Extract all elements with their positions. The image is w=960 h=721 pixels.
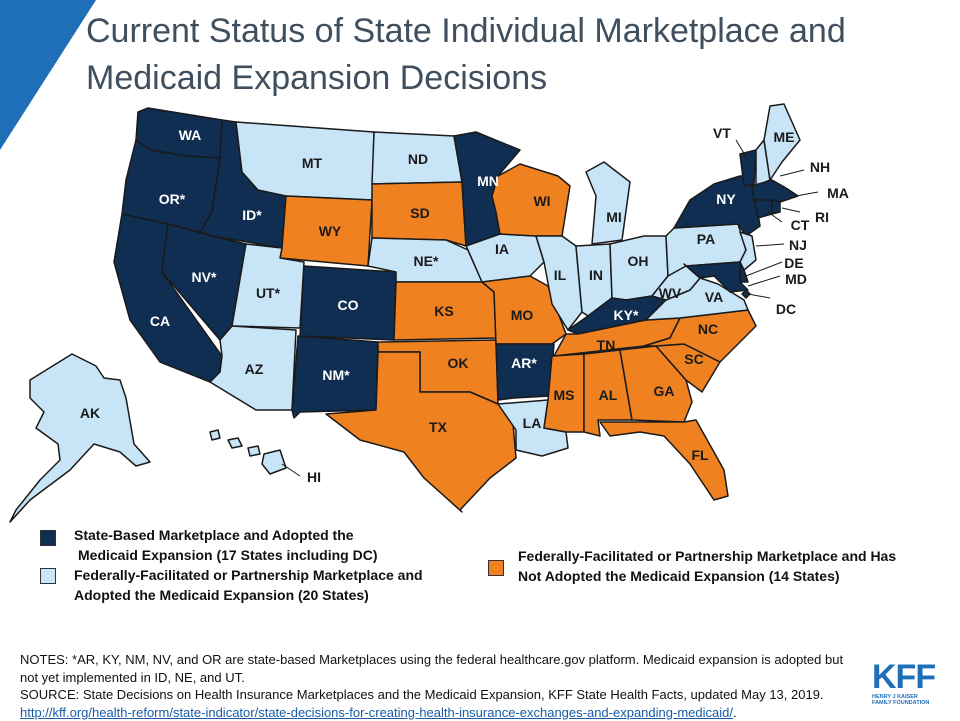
page-title: Current Status of State Individual Marke… bbox=[86, 12, 846, 97]
label-IN: IN bbox=[589, 267, 603, 283]
state-RI bbox=[771, 199, 781, 215]
label-IA: IA bbox=[495, 241, 509, 257]
label-AK: AK bbox=[80, 405, 100, 421]
label-TN: TN bbox=[597, 337, 616, 353]
label-NV: NV* bbox=[192, 269, 217, 285]
state-CT bbox=[753, 199, 773, 219]
label-MN: MN bbox=[477, 173, 499, 189]
legend-swatch-ffm-expansion bbox=[40, 568, 56, 584]
label-PA: PA bbox=[697, 231, 715, 247]
state-IL bbox=[535, 235, 583, 331]
state-WI bbox=[491, 163, 571, 237]
legend-swatch-sbm-expansion bbox=[40, 530, 56, 546]
label-DC: DC bbox=[776, 301, 796, 317]
label-MS: MS bbox=[554, 387, 575, 403]
state-AK bbox=[9, 353, 151, 523]
label-MO: MO bbox=[511, 307, 534, 323]
label-CA: CA bbox=[150, 313, 170, 329]
label-KY: KY* bbox=[614, 307, 639, 323]
label-DE: DE bbox=[784, 255, 803, 271]
kff-logo-word: KFF bbox=[872, 658, 936, 696]
label-VT: VT bbox=[713, 125, 731, 141]
kff-logo: KFF HENRY J KAISER FAMILY FOUNDATION bbox=[872, 660, 952, 714]
state-MD bbox=[683, 261, 749, 293]
label-KS: KS bbox=[434, 303, 453, 319]
label-WY: WY bbox=[319, 223, 342, 239]
label-AR: AR* bbox=[511, 355, 537, 371]
label-NC: NC bbox=[698, 321, 718, 337]
label-VA: VA bbox=[705, 289, 723, 305]
label-NM: NM* bbox=[322, 367, 350, 383]
state-TX bbox=[325, 351, 517, 513]
notes-text: NOTES: *AR, KY, NM, NV, and OR are state… bbox=[20, 652, 844, 685]
label-TX: TX bbox=[429, 419, 448, 435]
state-HI-1 bbox=[209, 429, 221, 441]
kff-logo-sub1: HENRY J KAISER bbox=[872, 694, 918, 700]
state-WY bbox=[279, 195, 373, 267]
state-NC bbox=[643, 309, 757, 363]
label-MA: MA bbox=[827, 185, 849, 201]
state-AZ bbox=[209, 325, 297, 411]
state-MO bbox=[481, 275, 567, 345]
label-WV: WV bbox=[659, 285, 682, 301]
label-NE: NE* bbox=[414, 253, 439, 269]
state-HI-3 bbox=[247, 445, 261, 457]
label-ME: ME bbox=[774, 129, 795, 145]
label-WI: WI bbox=[533, 193, 550, 209]
label-WA: WA bbox=[179, 127, 202, 143]
label-OK: OK bbox=[448, 355, 469, 371]
label-NH: NH bbox=[810, 159, 830, 175]
label-AL: AL bbox=[599, 387, 618, 403]
label-AZ: AZ bbox=[245, 361, 264, 377]
state-MI bbox=[585, 161, 631, 245]
state-HI-4 bbox=[261, 449, 287, 475]
source-text: SOURCE: State Decisions on Health Insura… bbox=[20, 687, 824, 720]
corner-accent-triangle bbox=[0, 0, 96, 150]
label-FL: FL bbox=[691, 447, 709, 463]
legend-label-sbm-expansion: State-Based Marketplace and Adopted the … bbox=[74, 527, 378, 563]
label-SD: SD bbox=[410, 205, 429, 221]
label-CO: CO bbox=[338, 297, 359, 313]
label-IL: IL bbox=[554, 267, 567, 283]
label-MI: MI bbox=[606, 209, 622, 225]
label-CT: CT bbox=[791, 217, 810, 233]
label-LA: LA bbox=[523, 415, 542, 431]
label-SC: SC bbox=[684, 351, 703, 367]
source-link[interactable]: http://kff.org/health-reform/state-indic… bbox=[20, 704, 733, 720]
label-NY: NY bbox=[716, 191, 736, 207]
legend-label-ffm-expansion: Federally-Facilitated or Partnership Mar… bbox=[74, 567, 423, 603]
kff-logo-sub2: FAMILY FOUNDATION bbox=[872, 700, 930, 706]
label-MD: MD bbox=[785, 271, 807, 287]
notes-block: NOTES: *AR, KY, NM, NV, and OR are state… bbox=[20, 651, 860, 721]
label-HI: HI bbox=[307, 469, 321, 485]
label-NJ: NJ bbox=[789, 237, 807, 253]
label-MT: MT bbox=[302, 155, 323, 171]
dc-marker bbox=[741, 289, 751, 299]
state-HI-2 bbox=[227, 437, 243, 449]
legend-label-ffm-no-expansion: Federally-Facilitated or Partnership Mar… bbox=[518, 548, 897, 584]
state-VT bbox=[739, 149, 757, 187]
label-UT: UT* bbox=[256, 285, 281, 301]
label-OR: OR* bbox=[159, 191, 186, 207]
state-AR bbox=[495, 343, 555, 401]
label-GA: GA bbox=[654, 383, 675, 399]
label-RI: RI bbox=[815, 209, 829, 225]
state-SD bbox=[371, 181, 467, 247]
state-FL bbox=[599, 419, 729, 501]
legend-swatch-ffm-no-expansion bbox=[488, 560, 504, 576]
state-MA bbox=[751, 179, 799, 203]
label-ND: ND bbox=[408, 151, 428, 167]
label-ID: ID* bbox=[242, 207, 262, 223]
label-OH: OH bbox=[628, 253, 649, 269]
